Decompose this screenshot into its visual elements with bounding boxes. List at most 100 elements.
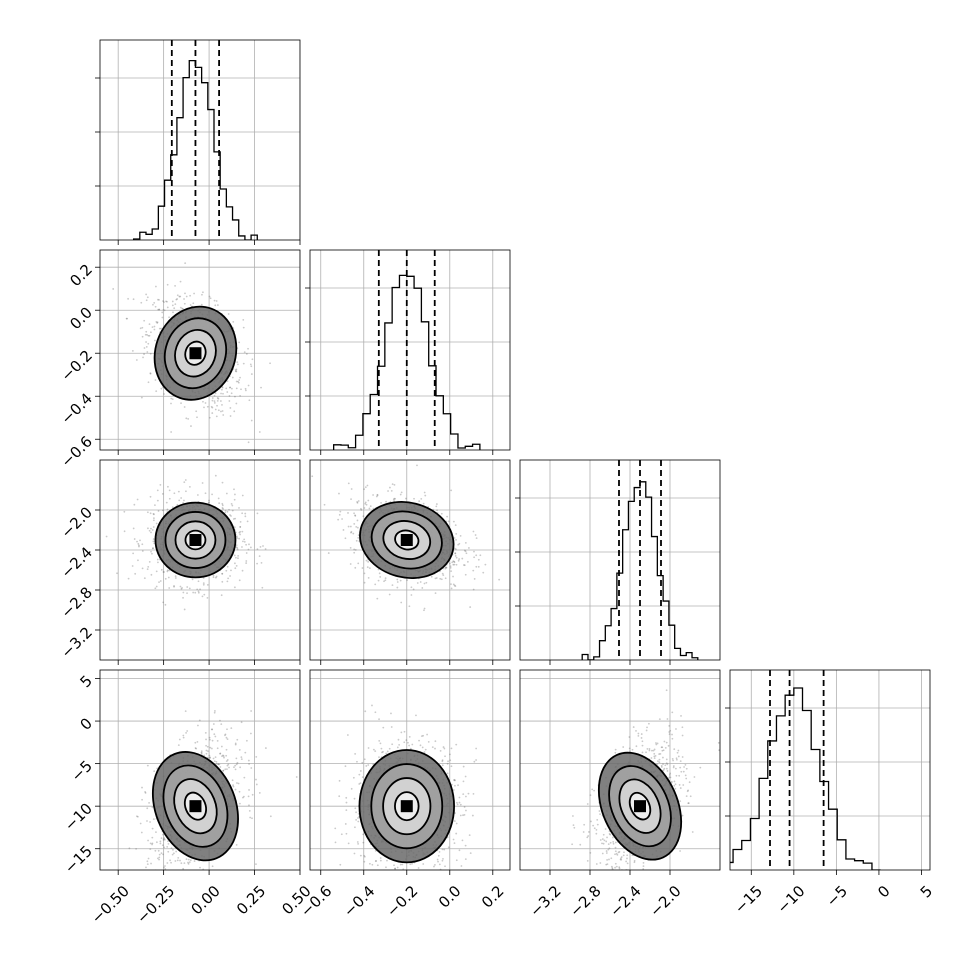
sample-point (138, 897, 140, 899)
sample-point (141, 326, 144, 329)
sample-point (426, 733, 429, 736)
sample-point (447, 846, 450, 849)
contour-line (151, 751, 239, 862)
sample-point (396, 578, 399, 581)
sample-point (338, 795, 341, 798)
contour-line (370, 510, 443, 570)
sample-point (339, 510, 342, 513)
sample-point (158, 327, 161, 330)
sample-point (591, 788, 594, 791)
sample-point (658, 758, 661, 761)
sample-point (361, 761, 364, 764)
sample-point (150, 573, 153, 576)
sample-point (158, 581, 160, 584)
sample-point (147, 839, 149, 842)
sample-point (374, 583, 377, 586)
sample-point (197, 590, 200, 593)
sample-point (239, 533, 241, 536)
sample-point (394, 867, 396, 870)
sample-point (231, 779, 234, 782)
sample-point (217, 397, 220, 400)
sample-point (662, 756, 664, 759)
sample-point (213, 733, 216, 736)
sample-point (438, 863, 441, 866)
sample-point (464, 550, 467, 553)
sample-point (224, 509, 227, 512)
sample-point (602, 842, 605, 845)
sample-point (484, 563, 487, 566)
sample-point (222, 508, 224, 510)
sample-point (160, 327, 163, 330)
sample-point (174, 883, 176, 885)
sample-point (225, 754, 228, 757)
sample-point (179, 306, 182, 309)
contour-line (382, 520, 432, 560)
sample-point (583, 823, 586, 826)
sample-point (225, 569, 228, 572)
sample-point (590, 820, 592, 823)
sample-point (238, 802, 241, 805)
sample-point (226, 738, 229, 741)
sample-point (450, 570, 453, 573)
sample-point (635, 729, 637, 732)
sample-point (156, 489, 159, 492)
sample-point (224, 733, 227, 736)
sample-point (230, 387, 233, 390)
sample-point (211, 399, 214, 402)
sample-point (672, 759, 674, 762)
sample-point (426, 889, 428, 891)
sample-point (669, 729, 672, 732)
sample-point (363, 572, 366, 575)
sample-point (371, 704, 373, 707)
sample-point (112, 288, 115, 290)
sample-point (151, 529, 154, 531)
sample-point (229, 386, 232, 389)
sample-point (244, 389, 247, 392)
sample-point (203, 883, 205, 885)
sample-point (153, 513, 155, 516)
sample-point (177, 490, 180, 493)
sample-point (399, 863, 402, 866)
sample-point (472, 588, 475, 591)
density-peak (400, 800, 413, 813)
sample-point (450, 765, 453, 768)
sample-point (239, 525, 242, 528)
sample-point (146, 820, 148, 822)
sample-point (153, 325, 156, 328)
sample-point (445, 566, 448, 569)
sample-point (158, 308, 161, 311)
contour-line (184, 340, 207, 366)
sample-point (217, 497, 220, 500)
sample-point (350, 531, 352, 534)
sample-point (168, 497, 171, 500)
sample-point (214, 408, 217, 411)
sample-point (154, 379, 157, 381)
sample-point (152, 547, 154, 550)
sample-point (405, 497, 407, 500)
sample-point (458, 849, 461, 852)
sample-point (226, 580, 229, 583)
sample-point (150, 531, 152, 534)
sample-point (229, 575, 231, 577)
sample-point (219, 752, 222, 755)
sample-point (166, 569, 169, 572)
sample-point (166, 845, 169, 848)
sample-point (244, 515, 247, 518)
sample-point (171, 300, 174, 303)
sample-point (145, 885, 147, 887)
sample-point (246, 520, 249, 523)
sample-point (196, 588, 199, 591)
sample-point (394, 885, 396, 887)
sample-point (388, 593, 391, 596)
sample-point (453, 779, 456, 782)
sample-point (466, 560, 469, 563)
sample-point (182, 734, 185, 737)
sample-point (168, 587, 171, 589)
sample-point (462, 765, 465, 768)
sample-point (213, 394, 216, 397)
sample-point (387, 490, 389, 492)
sample-point (186, 730, 189, 732)
sample-point (361, 567, 364, 569)
sample-point (244, 387, 247, 390)
sample-point (199, 588, 201, 591)
